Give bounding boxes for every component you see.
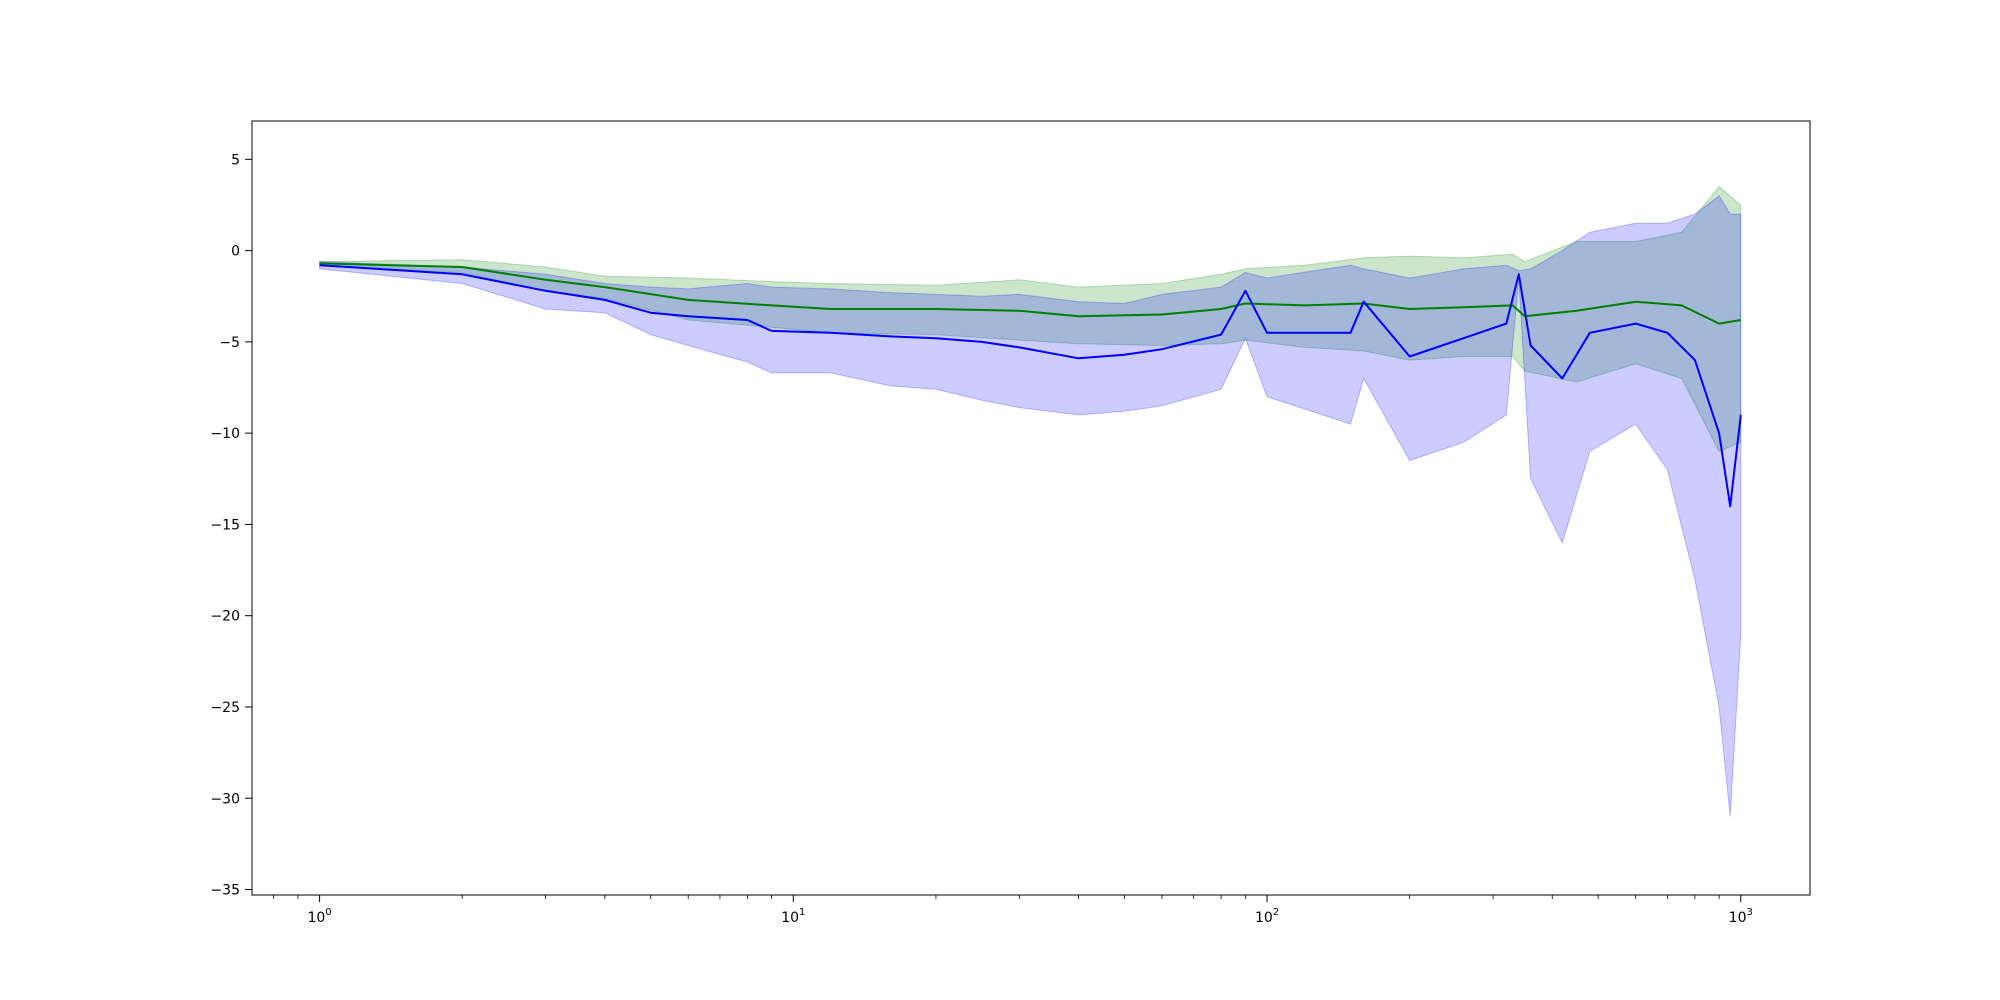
plot-area [319,185,1742,817]
x-tick-label-base: 10 [781,910,799,926]
x-tick-label-exponent: 0 [325,907,331,918]
y-tick-label: −5 [219,335,240,351]
x-tick-label-exponent: 1 [799,907,805,918]
axes-frame [251,120,1811,896]
y-axis: 5 0 −5 −10 −15 −20 −25 −30 −35 [210,152,252,899]
x-axis: 100 101 102 103 [273,895,1753,926]
x-tick-label-base: 10 [307,910,325,926]
series-1-band [319,195,1742,817]
y-tick-label: −15 [210,517,240,533]
y-tick-label: −30 [210,791,240,807]
x-tick-label-exponent: 3 [1747,907,1753,918]
series-0-band [319,185,1742,453]
x-tick-label: 101 [781,907,805,926]
y-tick-label: 0 [231,244,240,260]
x-tick-label-base: 10 [1255,910,1273,926]
series-lines [319,262,1742,508]
y-tick-label: −35 [210,883,240,899]
x-tick-label: 102 [1255,907,1279,926]
y-tick-label: 5 [231,152,240,168]
confidence-bands [319,185,1742,817]
y-tick-label: −10 [210,426,240,442]
series-0-line [319,262,1741,325]
x-tick-label-exponent: 2 [1273,907,1279,918]
x-tick-label: 103 [1729,907,1753,926]
y-tick-label: −25 [210,700,240,716]
x-tick-label-base: 10 [1729,910,1747,926]
series-1-line [319,264,1742,508]
y-tick-label: −20 [210,609,240,625]
x-tick-label: 100 [307,907,331,926]
